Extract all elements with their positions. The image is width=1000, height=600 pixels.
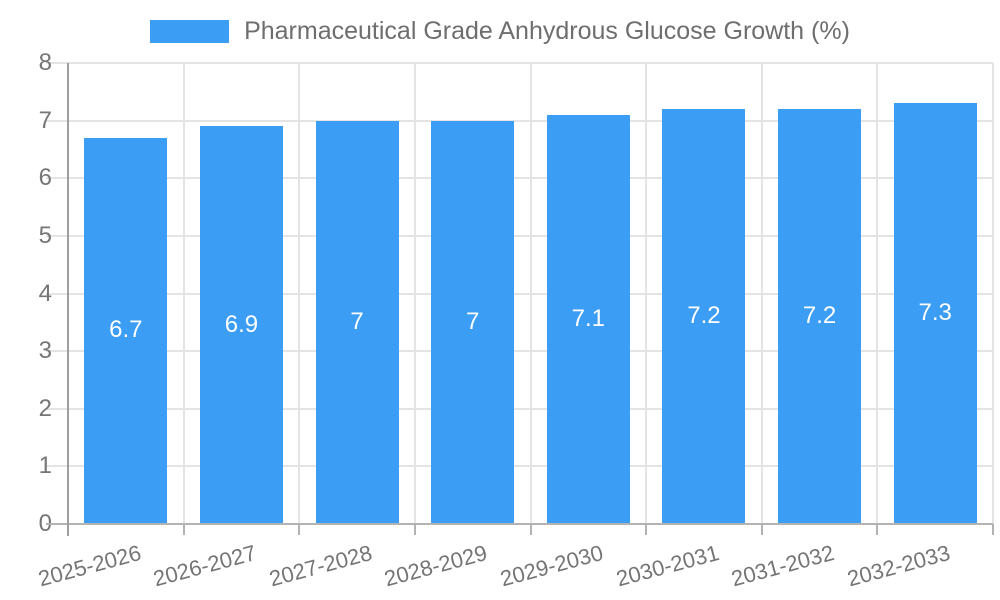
x-tick-label: 2030-2031	[613, 540, 722, 592]
y-gridline	[46, 234, 993, 237]
y-tick-label: 7	[38, 106, 52, 134]
y-gridline	[46, 62, 993, 64]
x-gridline	[992, 63, 994, 524]
legend[interactable]: Pharmaceutical Grade Anhydrous Glucose G…	[0, 17, 1000, 46]
y-tick-label: 8	[38, 49, 52, 76]
x-axis-tick	[760, 524, 763, 535]
y-tick-label: 4	[38, 279, 52, 307]
y-gridline	[46, 407, 993, 410]
bar-value-label: 7	[466, 307, 480, 335]
x-tick-label: 2031-2032	[728, 540, 838, 592]
x-gridline	[182, 63, 185, 524]
y-gridline	[46, 292, 993, 295]
y-tick-label: 3	[38, 337, 52, 365]
x-axis-tick	[529, 524, 532, 535]
x-gridline	[876, 63, 879, 524]
y-gridline	[46, 119, 993, 122]
x-axis-tick	[413, 524, 416, 535]
y-axis-line	[67, 63, 69, 536]
bar[interactable]	[84, 137, 168, 523]
y-gridline	[46, 350, 993, 353]
x-gridline	[529, 63, 532, 524]
bar-value-label: 7	[350, 307, 364, 335]
x-axis-tick	[992, 524, 994, 535]
x-gridline	[645, 63, 648, 524]
bar[interactable]	[546, 114, 630, 523]
x-tick-label: 2027-2028	[266, 540, 375, 592]
x-axis-tick	[182, 524, 185, 535]
x-gridline	[760, 63, 763, 524]
y-tick-label: 0	[38, 510, 52, 537]
legend-swatch-icon	[150, 20, 230, 44]
legend-label: Pharmaceutical Grade Anhydrous Glucose G…	[244, 17, 850, 45]
y-tick-label: 2	[38, 394, 52, 422]
bar-value-label: 7.2	[802, 302, 837, 330]
y-gridline	[46, 465, 993, 468]
x-axis-tick	[876, 524, 879, 535]
x-tick-label: 2028-2029	[382, 540, 491, 592]
y-tick-label: 1	[38, 452, 52, 480]
x-gridline	[413, 63, 416, 524]
x-tick-label: 2026-2027	[150, 540, 259, 592]
x-tick-label: 2032-2033	[844, 540, 953, 592]
bar-value-label: 6.7	[109, 316, 143, 344]
bar[interactable]	[315, 120, 399, 523]
bar[interactable]	[431, 120, 515, 523]
bar[interactable]	[662, 109, 746, 523]
bar-value-label: 6.9	[224, 310, 259, 338]
x-axis-tick	[645, 524, 648, 535]
bar[interactable]	[199, 126, 283, 523]
bar[interactable]	[778, 109, 862, 523]
x-gridline	[298, 63, 301, 524]
bar-value-label: 7.3	[918, 299, 952, 327]
bar[interactable]	[893, 103, 977, 523]
y-tick-label: 6	[38, 164, 52, 192]
x-tick-label: 2029-2030	[497, 540, 606, 592]
y-tick-label: 5	[38, 221, 52, 249]
x-axis-line	[46, 523, 993, 525]
bar-value-label: 7.1	[571, 304, 605, 332]
bar-value-label: 7.2	[687, 302, 721, 330]
x-axis-tick	[298, 524, 301, 535]
x-tick-label: 2025-2026	[35, 540, 144, 592]
y-gridline	[46, 177, 993, 180]
